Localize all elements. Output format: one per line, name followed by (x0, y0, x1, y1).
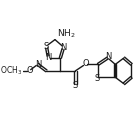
Text: OCH$_3$: OCH$_3$ (0, 65, 22, 77)
Text: N: N (45, 53, 52, 62)
Text: O: O (26, 66, 33, 75)
Text: S: S (44, 42, 49, 51)
Text: O: O (82, 59, 89, 68)
Text: S: S (95, 74, 100, 83)
Text: NH$_2$: NH$_2$ (57, 27, 76, 40)
Text: S: S (73, 81, 78, 90)
Text: N: N (105, 52, 111, 61)
Text: N: N (35, 60, 41, 69)
Text: N: N (60, 43, 67, 52)
